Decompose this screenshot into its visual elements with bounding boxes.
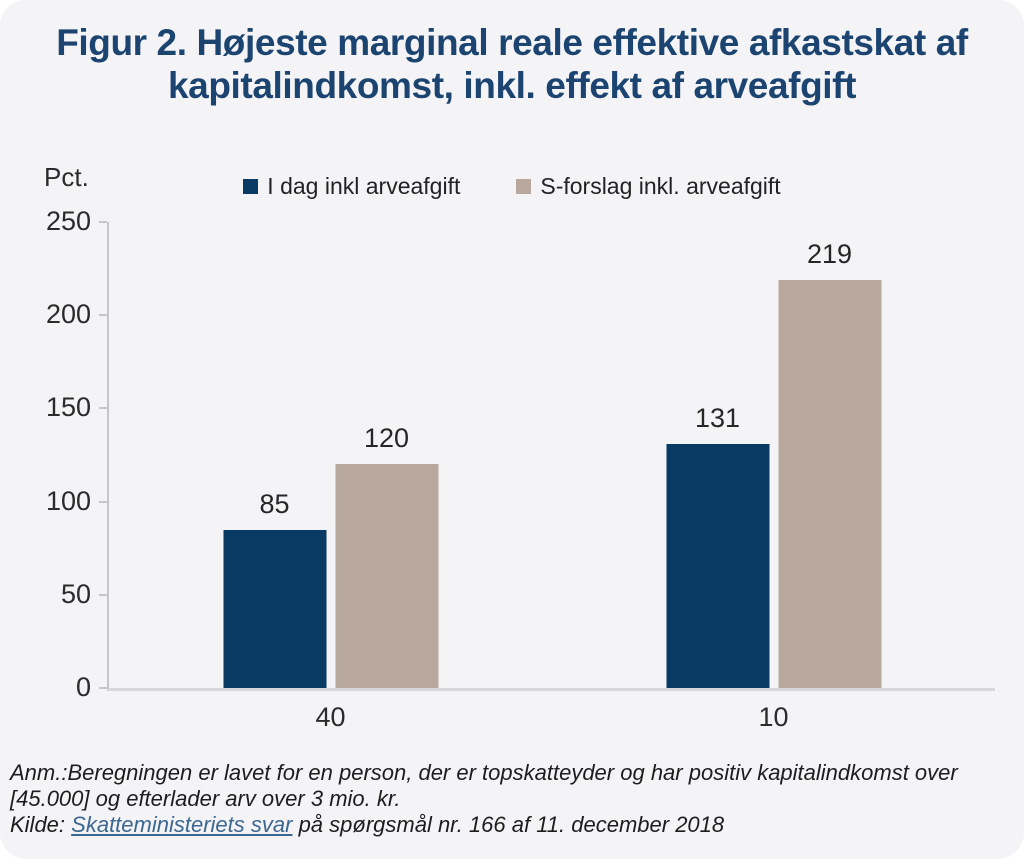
bar-s-forslag-40 (335, 464, 438, 688)
y-tick-mark (99, 314, 107, 317)
bar-column: 120 (335, 423, 438, 688)
y-tick-mark (99, 500, 107, 503)
bar-column: 131 (666, 403, 769, 688)
bar-column: 85 (223, 489, 326, 688)
y-tick-label: 150 (45, 392, 91, 423)
y-tick-mark (99, 407, 107, 410)
y-tick-label: 200 (45, 299, 91, 330)
footnote-note-line-2: [45.000] og efterlader arv over 3 mio. k… (10, 786, 401, 811)
footnote-source-prefix: Kilde: (10, 812, 72, 837)
figure-title-line-1: Figur 2. Højeste marginal reale effektiv… (56, 22, 968, 63)
y-tick-label: 100 (45, 485, 91, 516)
y-tick-mark (99, 221, 107, 223)
legend-swatch-blue-icon (243, 179, 259, 194)
footnote-note-line-1: Anm.:Beregningen er lavet for en person,… (10, 760, 958, 785)
x-category-label-40: 40 (315, 702, 346, 732)
y-tick-label: 0 (75, 672, 91, 702)
bar-value-label: 219 (806, 238, 853, 269)
y-axis-unit-label: Pct. (44, 162, 89, 192)
y-tick-mark (99, 687, 107, 689)
y-tick-label: 250 (45, 206, 91, 236)
legend-item-i-dag: I dag inkl arveafgift (243, 173, 460, 200)
legend-swatch-tan-icon (516, 179, 532, 194)
bar-value-label: 120 (363, 423, 410, 454)
bar-group-10: 131 219 (666, 239, 881, 688)
bar-value-label: 85 (259, 488, 290, 519)
y-tick-label: 50 (60, 578, 91, 609)
legend-label-s-forslag: S-forslag inkl. arveafgift (540, 173, 781, 199)
figure-title-line-2: kapitalindkomst, inkl. effekt af arveafg… (167, 64, 857, 106)
chart-legend: I dag inkl arveafgift S-forslag inkl. ar… (0, 173, 1024, 200)
bar-value-label: 131 (694, 402, 741, 433)
legend-item-s-forslag: S-forslag inkl. arveafgift (516, 173, 781, 200)
x-category-label-10: 10 (758, 702, 789, 732)
bar-i-10 (666, 443, 769, 688)
figure-title: Figur 2. Højeste marginal reale effektiv… (0, 22, 1024, 108)
source-link[interactable]: Skatteministeriets svar (71, 812, 293, 837)
bar-column: 219 (778, 239, 881, 688)
legend-label-i-dag: I dag inkl arveafgift (267, 173, 461, 199)
y-tick-mark (99, 593, 107, 596)
footnote: Anm.:Beregningen er lavet for en person,… (10, 760, 1016, 838)
footnote-source-suffix: på spørgsmål nr. 166 af 11. december 201… (292, 812, 725, 837)
footnote-source-line: Kilde: Skatteministeriets svar på spørgs… (10, 812, 1016, 838)
bar-group-40: 85 120 (223, 423, 438, 688)
plot-area: 0 50 100 150 200 250 85 120 40 131 219 10 (46, 206, 995, 732)
bar-i-40 (223, 529, 326, 688)
bar-s-forslag-10 (778, 279, 881, 688)
